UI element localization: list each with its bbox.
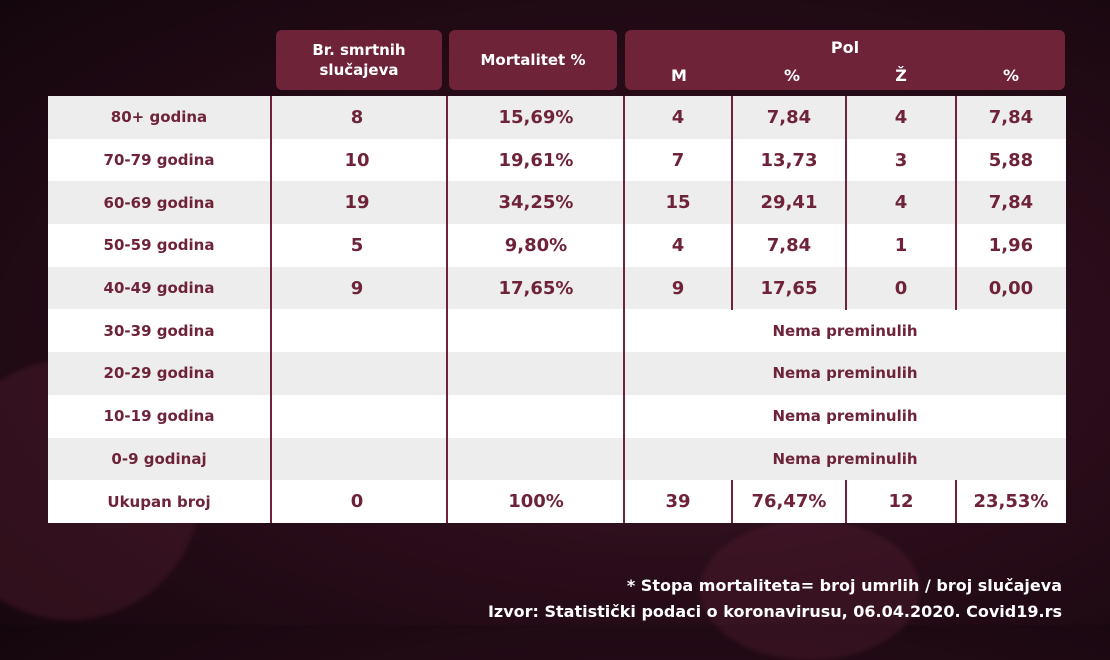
- age-group-label: 10-19 godina: [103, 407, 215, 426]
- age-group-label: Ukupan broj: [107, 492, 211, 511]
- mortality-rate: 19,61%: [498, 149, 574, 171]
- death-count: 9: [350, 277, 364, 299]
- column-divider: [446, 96, 448, 523]
- age-group-label: 80+ godina: [110, 108, 208, 127]
- age-group-label: 60-69 godina: [103, 193, 215, 212]
- female-count: 4: [894, 106, 908, 128]
- male-count: 4: [671, 234, 685, 256]
- table-row: 40-49 godina 9 17,65% 9 17,65 0 0,00: [48, 266, 1066, 310]
- male-count: 7: [671, 149, 685, 171]
- female-count: 3: [894, 149, 908, 171]
- male-percent: 13,73: [760, 149, 818, 171]
- header-pol: Pol M % Ž %: [625, 30, 1065, 90]
- table-row: 0-9 godinaj Nema preminulih: [48, 437, 1066, 481]
- death-count: 10: [344, 149, 370, 171]
- column-divider: [845, 480, 847, 523]
- column-divider: [955, 480, 957, 523]
- female-percent: 1,96: [988, 234, 1034, 256]
- table-row: 30-39 godina Nema preminulih: [48, 309, 1066, 353]
- female-count: 4: [894, 192, 908, 214]
- mortality-rate: 100%: [508, 491, 564, 513]
- header-z-pct: %: [1002, 66, 1020, 85]
- male-percent: 7,84: [766, 106, 812, 128]
- death-count: 5: [350, 234, 364, 256]
- male-percent: 29,41: [760, 192, 818, 214]
- table-row: Ukupan broj 0 100% 39 76,47% 12 23,53%: [48, 480, 1066, 523]
- mortality-rate: 17,65%: [498, 277, 574, 299]
- male-percent: 7,84: [766, 234, 812, 256]
- age-group-label: 50-59 godina: [103, 236, 215, 255]
- age-group-label: 40-49 godina: [103, 279, 215, 298]
- age-group-label: 20-29 godina: [103, 364, 215, 383]
- header-mortality: Mortalitet %: [449, 30, 617, 90]
- footnote-formula: * Stopa mortaliteta= broj umrlih / broj …: [626, 576, 1062, 595]
- header-m-pct: %: [783, 66, 801, 85]
- no-deaths-label: Nema preminulih: [772, 407, 918, 426]
- column-divider: [270, 96, 272, 523]
- death-count: 0: [350, 491, 364, 513]
- male-count: 39: [665, 491, 691, 513]
- header-cases: Br. smrtnih slučajeva: [276, 30, 442, 90]
- male-count: 4: [671, 106, 685, 128]
- female-percent: 23,53%: [973, 491, 1049, 513]
- column-divider: [955, 96, 957, 310]
- header-z: Ž: [895, 66, 907, 85]
- column-divider: [731, 96, 733, 310]
- footnote-source: Izvor: Statistički podaci o koronavirusu…: [487, 602, 1062, 621]
- table-row: 60-69 godina 19 34,25% 15 29,41 4 7,84: [48, 181, 1066, 225]
- female-percent: 7,84: [988, 192, 1034, 214]
- female-percent: 5,88: [988, 149, 1034, 171]
- header-m: M: [671, 66, 687, 85]
- mortality-table: 80+ godina 8 15,69% 4 7,84 4 7,84 70-79 godina 1…: [48, 96, 1066, 523]
- table-row: 80+ godina 8 15,69% 4 7,84 4 7,84: [48, 96, 1066, 139]
- age-group-label: 30-39 godina: [103, 321, 215, 340]
- column-divider: [623, 96, 625, 523]
- age-group-label: 0-9 godinaj: [111, 449, 207, 468]
- table-row: 10-19 godina Nema preminulih: [48, 394, 1066, 438]
- age-group-label: 70-79 godina: [103, 151, 215, 170]
- male-percent: 17,65: [760, 277, 818, 299]
- female-count: 12: [888, 491, 914, 513]
- column-divider: [845, 96, 847, 310]
- mortality-rate: 9,80%: [504, 234, 568, 256]
- table-row: 70-79 godina 10 19,61% 7 13,73 3 5,88: [48, 138, 1066, 182]
- male-count: 9: [671, 277, 685, 299]
- table-row: 20-29 godina Nema preminulih: [48, 352, 1066, 395]
- male-count: 15: [665, 192, 691, 214]
- table-row: 50-59 godina 5 9,80% 4 7,84 1 1,96: [48, 224, 1066, 267]
- header-cases-label: Br. smrtnih slučajeva: [312, 41, 406, 79]
- female-count: 1: [894, 234, 908, 256]
- mortality-rate: 34,25%: [498, 192, 574, 214]
- no-deaths-label: Nema preminulih: [772, 321, 918, 340]
- no-deaths-label: Nema preminulih: [772, 364, 918, 383]
- header-mortality-label: Mortalitet %: [480, 51, 586, 69]
- mortality-rate: 15,69%: [498, 106, 574, 128]
- column-divider: [731, 480, 733, 523]
- female-percent: 0,00: [988, 277, 1034, 299]
- no-deaths-label: Nema preminulih: [772, 449, 918, 468]
- death-count: 8: [350, 106, 364, 128]
- female-count: 0: [894, 277, 908, 299]
- male-percent: 76,47%: [751, 491, 827, 513]
- header-pol-title: Pol: [830, 38, 860, 57]
- female-percent: 7,84: [988, 106, 1034, 128]
- death-count: 19: [344, 192, 370, 214]
